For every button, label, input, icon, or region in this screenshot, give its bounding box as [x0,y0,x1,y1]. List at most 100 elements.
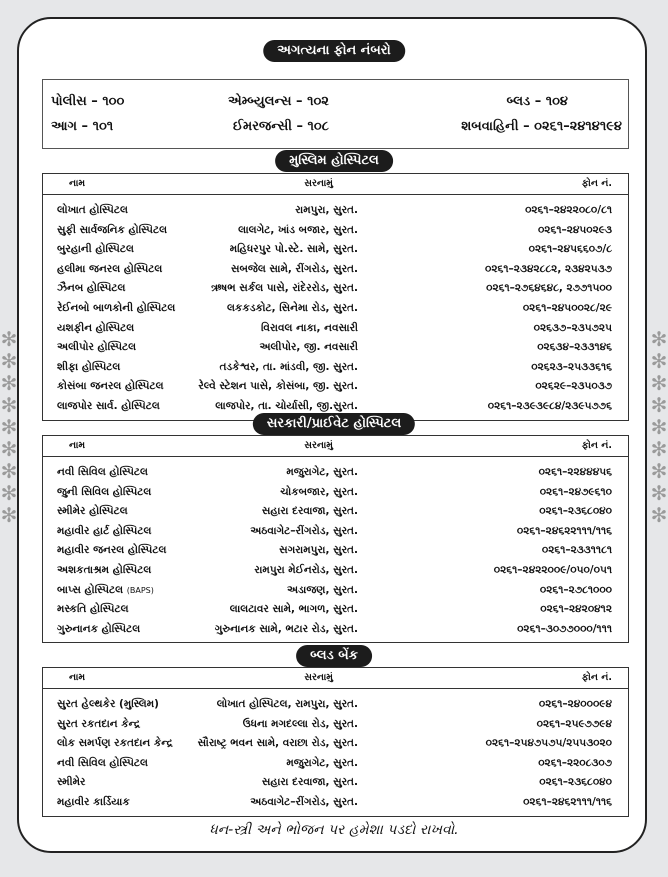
table-row: ઝૈનબ હોસ્પિટલ ઋષભ સર્કલ પાસે, રાંદેરરોડ, … [43,278,628,298]
contact-address: અડાજણ, સુરત. [286,583,358,596]
name-text: શીફા હોસ્પિટલ [57,360,121,373]
contact-address: લોખાત હોસ્પિટલ, રામપુરા, સુરત. [216,698,358,710]
contact-name: સુરત હેલ્થકેર (મુસ્લિમ) [57,698,159,711]
table-row: સુરત રકતદાન કેન્દ્ર ઉધના મગદલ્લા રોડ, સુર… [43,714,628,734]
contact-name: લોક સમર્પણ રકતદાન કેન્દ્ર [57,737,173,750]
table-header: નામ સરનામું ફોન નં. [43,668,628,689]
contact-address: રેલ્વે સ્ટેશન પાસે, કોસંબા, જી. સુરત. [198,380,358,393]
contact-address: લાલગેટ, ખાંડ બજાર, સુરત. [238,223,358,236]
column-header-phone: ફોન નં. [581,672,612,683]
name-text: મહાવીર કાર્ડિયાક [57,795,130,808]
contact-name: લોખાત હોસ્પિટલ [57,204,128,217]
table-row: લોક સમર્પણ રકતદાન કેન્દ્ર સૌરાષ્ટ્ર ભવન સ… [43,733,628,753]
column-header-address: સરનામું [304,672,333,683]
contact-name: હલીમા જનરલ હોસ્પિટલ [57,263,162,276]
contact-name: મસ્કતિ હોસ્પિટલ [57,603,129,616]
emergency-row: આગ – ૧૦૧ ઈમરજન્સી – ૧૦૮ શબવાહિની – ૦૨૬૧–… [43,119,628,139]
emergency-numbers-box: પોલીસ – ૧૦૦ એમ્બ્યુલન્સ – ૧૦૨ બ્લડ – ૧૦૪… [42,79,629,149]
name-note: (BAPS) [126,585,154,595]
contact-phone: ૦૨૬૧–૨૨૪૪૪૫૬ [538,466,612,478]
name-text: સુરત રકતદાન કેન્દ્ર [57,717,141,730]
contact-address: સહારા દરવાજા, સુરત. [261,776,358,789]
name-text: સુરત હેલ્થકેર (મુસ્લિમ) [57,698,159,710]
name-text: સ્મીમેર [57,776,86,789]
contacts-table: નામ સરનામું ફોન નં. સુરત હેલ્થકેર (મુસ્લિમ)… [42,667,629,817]
name-text: અલીપોર હોસ્પિટલ [57,341,137,354]
name-text: બુરહાની હોસ્પિટલ [57,243,134,256]
contact-phone: ૦૨૬૧–૨૪૬૨૨૧૧૧/૧૧૬ [516,524,612,537]
contact-address: ગુરુનાનક સામે, ભટાર રોડ, સુરત. [214,622,358,635]
contact-name: સુફી સાર્વજનિક હોસ્પિટલ [57,224,167,237]
name-text: લોખાત હોસ્પિટલ [57,204,128,216]
name-text: યશફીન હોસ્પિટલ [57,321,135,334]
contact-phone: ૦૨૬૧–૨૩૬૮૦૪૦ [539,776,612,789]
column-header-phone: ફોન નં. [581,440,612,451]
contact-address: સબજેલ સામે, રીંગરોડ, સુરત. [230,262,358,275]
contact-name: રેઈનબો બાળકોની હોસ્પિટલ [57,302,175,315]
name-text: રેઈનબો બાળકોની હોસ્પિટલ [57,301,176,314]
contact-name: કોસંબા જનરલ હોસ્પિટલ [57,380,164,393]
table-row: રેઈનબો બાળકોની હોસ્પિટલ લકકડકોટ, સિનેમા ર… [43,298,628,318]
contact-name: જુની સિવિલ હોસ્પિટલ [57,486,151,499]
contact-address: સગરામપુરા, સુરત. [279,544,358,557]
name-text: સુફી સાર્વજનિક હોસ્પિટલ [57,223,168,236]
contact-address: લાલટાવર સામે, ભાગળ, સુરત. [229,603,358,616]
name-text: નવી સિવિલ હોસ્પિટલ [57,756,148,769]
name-text: સ્મીમેર હોસ્પિટલ [57,505,128,518]
table-row: મસ્કતિ હોસ્પિટલ લાલટાવર સામે, ભાગળ, સુરત.… [43,599,628,619]
contacts-table: નામ સરનામું ફોન નં. નવી સિવિલ હોસ્પિટલ મજુરા… [42,435,629,644]
contact-name: અલીપોર હોસ્પિટલ [57,341,136,354]
contact-phone: ૦૨૬૧–૩૦૭૭૦૦૦/૧૧૧ [517,622,612,635]
column-header-name: નામ [69,672,86,683]
contact-phone: ૦૨૬૧–૨૭૮૧૦૦૦ [539,583,612,596]
contact-name: નવી સિવિલ હોસ્પિટલ [57,466,148,479]
contact-phone: ૦૨૬૩૭–૨૩૫૭૨૫ [533,321,612,334]
contact-name: નવી સિવિલ હોસ્પિટલ [57,757,148,770]
contact-name: સ્મીમેર હોસ્પિટલ [57,505,128,518]
table-row: મહાવીર કાર્ડિયાક અઠવાગેટ–રીંગરોડ, સુરત. ૦૨… [43,792,628,812]
contact-address: ઋષભ સર્કલ પાસે, રાંદેરરોડ, સુરત. [211,282,358,295]
contact-phone: ૦૨૬૧–૨૩૩૧૧૮૧ [541,544,612,557]
section-title: સરકારી/પ્રાઈવેટ હોસ્પિટલ [252,413,416,435]
name-text: મહાવીર જનરલ હોસ્પિટલ [57,544,167,557]
table-row: નવી સિવિલ હોસ્પિટલ મજુરાગેટ, સુરત. ૦૨૬૧–૨૨… [43,462,628,482]
contact-address: અલીપોર, જી. નવસારી [259,341,358,354]
section-title: બ્લડ બેંક [296,645,372,667]
contact-address: મજુરાગેટ, સુરત. [286,756,358,769]
table-row: નવી સિવિલ હોસ્પિટલ મજુરાગેટ, સુરત. ૦૨૬૧–૨૨… [43,753,628,773]
name-text: કોસંબા જનરલ હોસ્પિટલ [57,380,164,393]
left-decoration: ✻ ✻ ✻ ✻ ✻ ✻ ✻ ✻ ✻ [0,327,18,527]
page-title: અગત્યના ફોન નંબરો [263,40,405,62]
contact-name: ગુરુનાનક હોસ્પિટલ [57,623,140,636]
contact-name: અશકતાશ્રમ હોસ્પિટલ [57,564,151,577]
contact-name: યશફીન હોસ્પિટલ [57,322,134,335]
table-row: બાપ્સ હોસ્પિટલ (BAPS) અડાજણ, સુરત. ૦૨૬૧–૨૭… [43,580,628,600]
name-text: અશકતાશ્રમ હોસ્પિટલ [57,563,152,576]
name-text: ગુરુનાનક હોસ્પિટલ [57,622,141,635]
contact-address: મજુરાગેટ, સુરત. [286,466,358,478]
table-header: નામ સરનામું ફોન નં. [43,436,628,457]
table-row: સ્મીમેર સહારા દરવાજા, સુરત. ૦૨૬૧–૨૩૬૮૦૪૦ [43,772,628,792]
contact-address: સૌરાષ્ટ્ર ભવન સામે, વરાછા રોડ, સુરત. [197,737,358,750]
contact-phone: ૦૨૬૧–૨૪૨૨૦૦૯/૦૫૦/૦૫૧ [493,563,612,576]
fire-number: આગ – ૧૦૧ [51,119,114,134]
contact-address: ઉધના મગદલ્લા રોડ, સુરત. [242,717,358,730]
right-decoration: ✻ ✻ ✻ ✻ ✻ ✻ ✻ ✻ ✻ [650,327,668,527]
table-header: નામ સરનામું ફોન નં. [43,174,628,195]
contact-phone: ૦૨૬૧–૨૪૭૯૬૧૦ [539,485,612,498]
contact-address: તડકેશ્વર, તા. માંડવી, જી. સુરત. [219,360,358,373]
name-text: બાપ્સ હોસ્પિટલ [57,583,124,596]
contact-name: બુરહાની હોસ્પિટલ [57,243,134,256]
table-row: ગુરુનાનક હોસ્પિટલ ગુરુનાનક સામે, ભટાર રોડ… [43,619,628,639]
hearse-number: શબવાહિની – ૦૨૬૧–૨૪૧૪૧૯૪ [461,119,622,134]
column-header-address: સરનામું [304,440,333,451]
table-row: મહાવીર હાર્ટ હોસ્પિટલ અઠવાગેટ–રીંગરોડ, સુ… [43,521,628,541]
contact-phone: ૦૨૬૧–૨૪૦૦૦૯૪ [538,698,612,710]
contact-address: રામપુરા, સુરત. [295,204,358,216]
contact-phone: ૦૨૬૧–૨૨૦૮૩૦૭ [538,756,612,769]
name-text: મસ્કતિ હોસ્પિટલ [57,603,129,616]
name-text: નવી સિવિલ હોસ્પિટલ [57,466,148,478]
contact-address: વિરાવલ નાકા, નવસારી [261,321,358,334]
contact-address: ચોકબજાર, સુરત. [280,485,358,498]
contact-phone: ૦૨૬૧–૨૪૫૦૨૯૩ [537,223,612,236]
